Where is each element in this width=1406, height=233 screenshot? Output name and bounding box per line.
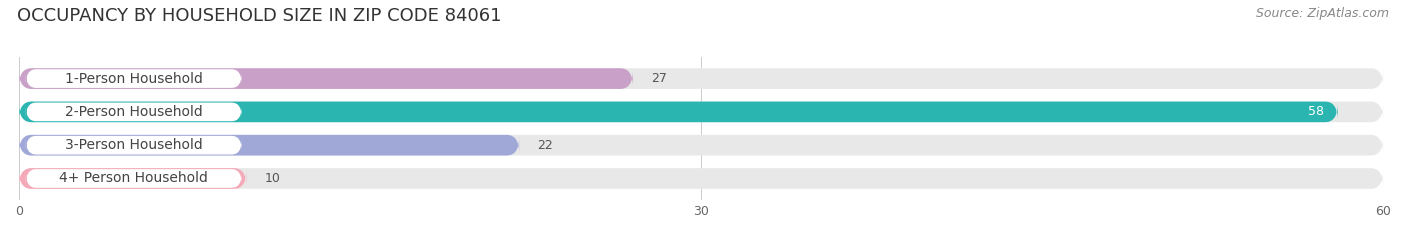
FancyBboxPatch shape	[20, 135, 1384, 155]
Text: OCCUPANCY BY HOUSEHOLD SIZE IN ZIP CODE 84061: OCCUPANCY BY HOUSEHOLD SIZE IN ZIP CODE …	[17, 7, 502, 25]
FancyBboxPatch shape	[25, 136, 242, 154]
FancyBboxPatch shape	[20, 135, 519, 155]
Text: 58: 58	[1308, 105, 1324, 118]
FancyBboxPatch shape	[20, 168, 246, 189]
FancyBboxPatch shape	[20, 68, 1384, 89]
Text: 4+ Person Household: 4+ Person Household	[59, 171, 208, 185]
FancyBboxPatch shape	[20, 102, 1384, 122]
FancyBboxPatch shape	[20, 102, 1337, 122]
Text: 10: 10	[264, 172, 280, 185]
FancyBboxPatch shape	[25, 69, 242, 88]
Text: 27: 27	[651, 72, 666, 85]
Text: 22: 22	[537, 139, 553, 152]
FancyBboxPatch shape	[20, 168, 1384, 189]
FancyBboxPatch shape	[20, 68, 633, 89]
FancyBboxPatch shape	[25, 169, 242, 188]
FancyBboxPatch shape	[25, 103, 242, 121]
Text: 3-Person Household: 3-Person Household	[65, 138, 202, 152]
Text: 1-Person Household: 1-Person Household	[65, 72, 202, 86]
Text: 2-Person Household: 2-Person Household	[65, 105, 202, 119]
Text: Source: ZipAtlas.com: Source: ZipAtlas.com	[1256, 7, 1389, 20]
